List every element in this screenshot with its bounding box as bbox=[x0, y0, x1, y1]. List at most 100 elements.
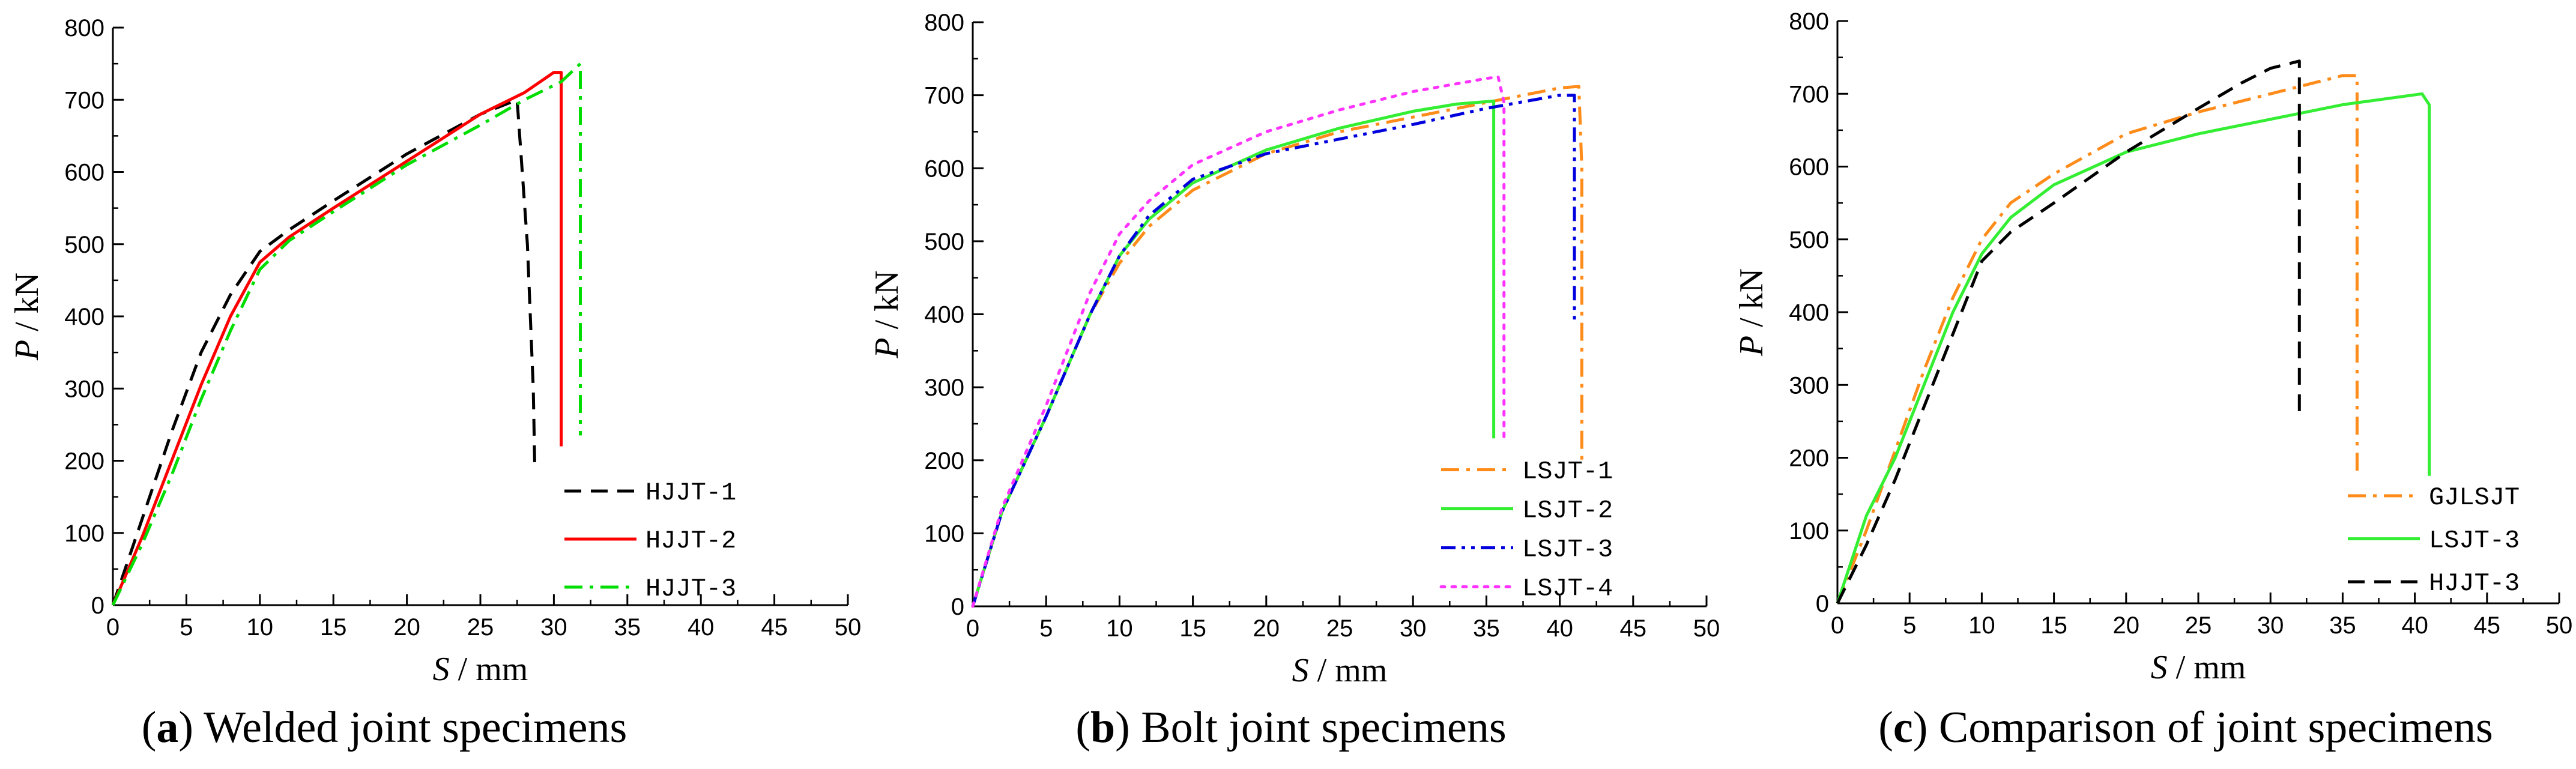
x-tick-label: 0 bbox=[966, 615, 979, 642]
x-tick-label: 35 bbox=[1473, 615, 1500, 642]
y-axis-symbol: P bbox=[8, 340, 46, 361]
x-tick-label: 25 bbox=[2185, 612, 2212, 639]
series-line-LSJT-3 bbox=[1836, 92, 2431, 604]
y-tick-label: 400 bbox=[924, 302, 964, 328]
legend-label: LSJT-3 bbox=[1522, 535, 1613, 564]
y-tick-label: 300 bbox=[1789, 372, 1829, 399]
series-line-LSJT-2 bbox=[971, 99, 1496, 607]
y-tick-label: 800 bbox=[924, 10, 964, 36]
x-tick-label: 45 bbox=[2474, 612, 2501, 639]
y-axis-unit: / kN bbox=[8, 273, 46, 340]
x-axis-symbol: S bbox=[2151, 649, 2168, 686]
panel-c: 0 5 10 15 20 25 30 35 40 45 5001002003004005006007… bbox=[1733, 8, 2572, 686]
y-tick-label: 0 bbox=[951, 594, 964, 620]
legend-label: HJJT-2 bbox=[646, 526, 736, 555]
panel-a: 0 5 10 15 20 25 30 35 40 45 5001002003004005006007… bbox=[8, 15, 861, 688]
x-tick-label: 5 bbox=[180, 614, 193, 641]
x-tick-label: 35 bbox=[2329, 612, 2356, 639]
y-axis-symbol: P bbox=[868, 337, 906, 358]
y-tick-label: 200 bbox=[64, 448, 104, 475]
y-tick-label: 700 bbox=[64, 87, 104, 113]
x-tick-label: 50 bbox=[2546, 612, 2573, 639]
y-tick-label: 600 bbox=[1789, 154, 1829, 181]
x-axis-unit: / mm bbox=[450, 651, 528, 688]
series-line-LSJT-4 bbox=[971, 75, 1506, 608]
series-line-HJJT-2 bbox=[111, 71, 563, 606]
legend: HJJT-1 HJJT-2 HJJT-3 bbox=[564, 478, 736, 603]
x-tick-label: 15 bbox=[2040, 612, 2067, 639]
series-line-LSJT-3 bbox=[971, 94, 1576, 607]
series-line-LSJT-1 bbox=[971, 85, 1583, 607]
y-axis-label: P / kN bbox=[1733, 268, 1770, 357]
caption-a: (a) Welded joint specimens bbox=[141, 703, 627, 752]
x-tick-label: 10 bbox=[247, 614, 274, 641]
y-axis-symbol: P bbox=[1733, 336, 1770, 357]
x-tick-label: 30 bbox=[1400, 615, 1427, 642]
y-tick-label: 500 bbox=[924, 229, 964, 255]
y-tick-label: 200 bbox=[924, 448, 964, 474]
x-tick-label: 45 bbox=[1620, 615, 1647, 642]
y-tick-label: 300 bbox=[924, 375, 964, 401]
legend-label: LSJT-3 bbox=[2429, 526, 2520, 555]
legend: GJLSJT LSJT-3 HJJT-3 bbox=[2348, 483, 2520, 598]
x-axis-label: S / mm bbox=[1292, 652, 1388, 689]
y-axis-unit: / kN bbox=[868, 270, 906, 337]
x-axis-label: S / mm bbox=[2151, 649, 2246, 686]
y-tick-label: 0 bbox=[91, 593, 104, 619]
y-tick-label: 500 bbox=[64, 232, 104, 258]
y-axis-label: P / kN bbox=[868, 270, 906, 358]
legend-label: HJJT-1 bbox=[646, 478, 736, 507]
panel-b: 0 5 10 15 20 25 30 35 40 45 5001002003004005006007… bbox=[868, 10, 1720, 689]
x-tick-label: 10 bbox=[1106, 615, 1133, 642]
y-tick-label: 700 bbox=[924, 83, 964, 109]
x-tick-label: 20 bbox=[1253, 615, 1280, 642]
x-tick-label: 30 bbox=[2257, 612, 2284, 639]
x-tick-label: 5 bbox=[1039, 615, 1053, 642]
legend-label: GJLSJT bbox=[2429, 483, 2520, 512]
y-tick-label: 100 bbox=[1789, 518, 1829, 544]
x-tick-label: 20 bbox=[2113, 612, 2140, 639]
x-tick-label: 25 bbox=[1326, 615, 1353, 642]
x-axis-unit: / mm bbox=[2168, 649, 2246, 686]
x-tick-label: 40 bbox=[1546, 615, 1573, 642]
x-tick-label: 5 bbox=[1903, 612, 1916, 639]
x-tick-label: 40 bbox=[2401, 612, 2428, 639]
legend-label: LSJT-4 bbox=[1522, 574, 1613, 603]
series-line-HJJT-1 bbox=[111, 98, 537, 606]
y-axis-label: P / kN bbox=[8, 273, 46, 361]
series-line-HJJT-3 bbox=[111, 62, 582, 606]
y-tick-label: 100 bbox=[64, 520, 104, 547]
x-tick-label: 45 bbox=[761, 614, 788, 641]
x-tick-label: 40 bbox=[688, 614, 715, 641]
y-tick-label: 800 bbox=[64, 15, 104, 41]
x-axis-unit: / mm bbox=[1309, 652, 1388, 689]
y-tick-label: 600 bbox=[924, 155, 964, 182]
x-axis-symbol: S bbox=[1292, 652, 1309, 689]
legend-label: HJJT-3 bbox=[2429, 569, 2520, 598]
caption-b: (b) Bolt joint specimens bbox=[1075, 703, 1507, 752]
x-tick-label: 20 bbox=[393, 614, 420, 641]
y-tick-label: 400 bbox=[64, 304, 104, 330]
y-tick-label: 700 bbox=[1789, 81, 1829, 107]
x-tick-label: 15 bbox=[1179, 615, 1206, 642]
x-tick-label: 10 bbox=[1968, 612, 1995, 639]
x-tick-label: 35 bbox=[614, 614, 641, 641]
y-tick-label: 800 bbox=[1789, 8, 1829, 35]
legend: LSJT-1 LSJT-2 LSJT-3 LSJT-4 bbox=[1439, 457, 1613, 603]
x-axis-label: S / mm bbox=[433, 651, 528, 688]
x-tick-label: 0 bbox=[106, 614, 119, 641]
y-tick-label: 600 bbox=[64, 160, 104, 186]
legend-label: LSJT-2 bbox=[1522, 496, 1613, 525]
x-tick-label: 50 bbox=[835, 614, 862, 641]
y-tick-label: 200 bbox=[1789, 445, 1829, 472]
x-tick-label: 0 bbox=[1831, 612, 1844, 639]
series-line-HJJT-3 bbox=[1836, 59, 2301, 605]
series-line-GJLSJT bbox=[1836, 74, 2359, 604]
y-tick-label: 100 bbox=[924, 520, 964, 547]
x-tick-label: 25 bbox=[467, 614, 494, 641]
legend-label: HJJT-3 bbox=[646, 574, 736, 603]
caption-c: (c) Comparison of joint specimens bbox=[1878, 703, 2493, 752]
y-axis-unit: / kN bbox=[1733, 268, 1770, 336]
x-tick-label: 50 bbox=[1693, 615, 1720, 642]
